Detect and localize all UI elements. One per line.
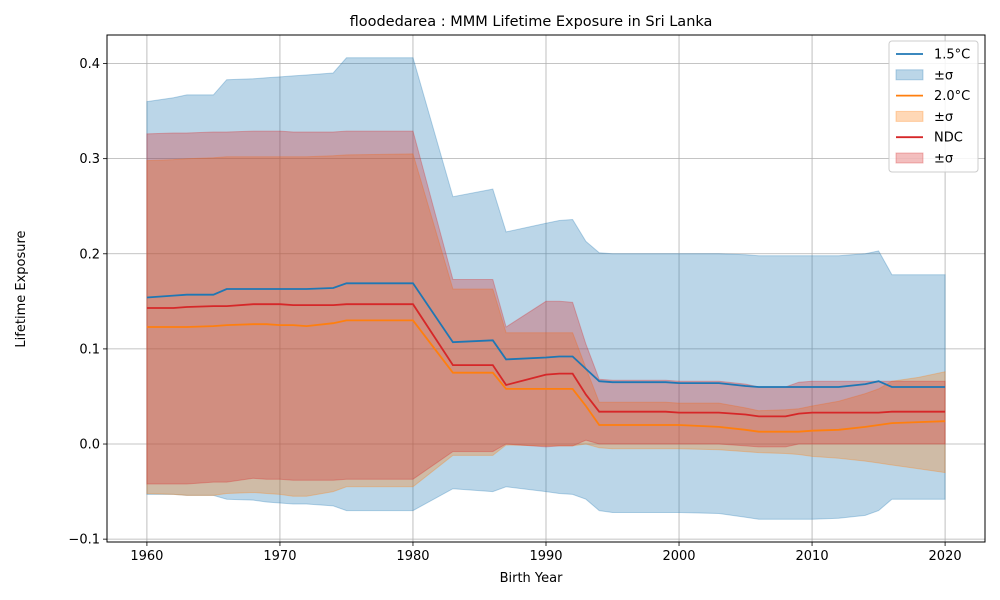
legend-label: ±σ <box>934 68 953 83</box>
legend-box <box>888 40 979 173</box>
x-tick-label: 2000 <box>662 549 695 564</box>
y-tick-label: 0.0 <box>79 438 100 453</box>
y-tick-label: 0.4 <box>79 57 100 72</box>
legend-label: 1.5°C <box>934 48 970 63</box>
series-lines <box>146 282 946 433</box>
series-line-2 <box>146 303 946 418</box>
legend-swatch-band <box>895 69 924 81</box>
x-tick-label: 2020 <box>929 549 962 564</box>
legend-label: 2.0°C <box>934 89 970 104</box>
legend: 1.5°C ±σ 2.0°C ±σ NDC ±σ <box>888 40 979 173</box>
y-tick-label: −0.1 <box>68 533 100 548</box>
y-tick-label: 0.2 <box>79 247 100 262</box>
legend-label: ±σ <box>934 152 953 167</box>
bands <box>146 57 946 520</box>
x-tick-label: 1970 <box>263 549 296 564</box>
y-axis-label: Lifetime Exposure <box>14 230 29 347</box>
x-tick-label: 2010 <box>796 549 829 564</box>
band-0 <box>146 57 946 520</box>
x-axis-label: Birth Year <box>500 571 564 586</box>
legend-swatch-band <box>895 110 924 122</box>
grid <box>107 35 985 542</box>
legend-label: NDC <box>934 131 963 146</box>
x-tick-label: 1960 <box>130 549 163 564</box>
legend-label: ±σ <box>934 110 953 125</box>
band-2 <box>146 130 946 485</box>
y-axis: −0.1 0.0 0.1 0.2 0.3 0.4 <box>68 57 107 548</box>
band-1 <box>146 153 946 497</box>
chart-title: floodedarea : MMM Lifetime Exposure in S… <box>350 14 713 30</box>
series-line-0 <box>146 282 946 388</box>
x-axis: 1960 1970 1980 1990 2000 2010 2020 <box>130 542 962 564</box>
y-tick-label: 0.3 <box>79 152 100 167</box>
series-line-1 <box>146 319 946 433</box>
legend-swatch-band <box>895 152 924 164</box>
x-tick-label: 1990 <box>529 549 562 564</box>
y-tick-label: 0.1 <box>79 342 100 357</box>
x-tick-label: 1980 <box>396 549 429 564</box>
